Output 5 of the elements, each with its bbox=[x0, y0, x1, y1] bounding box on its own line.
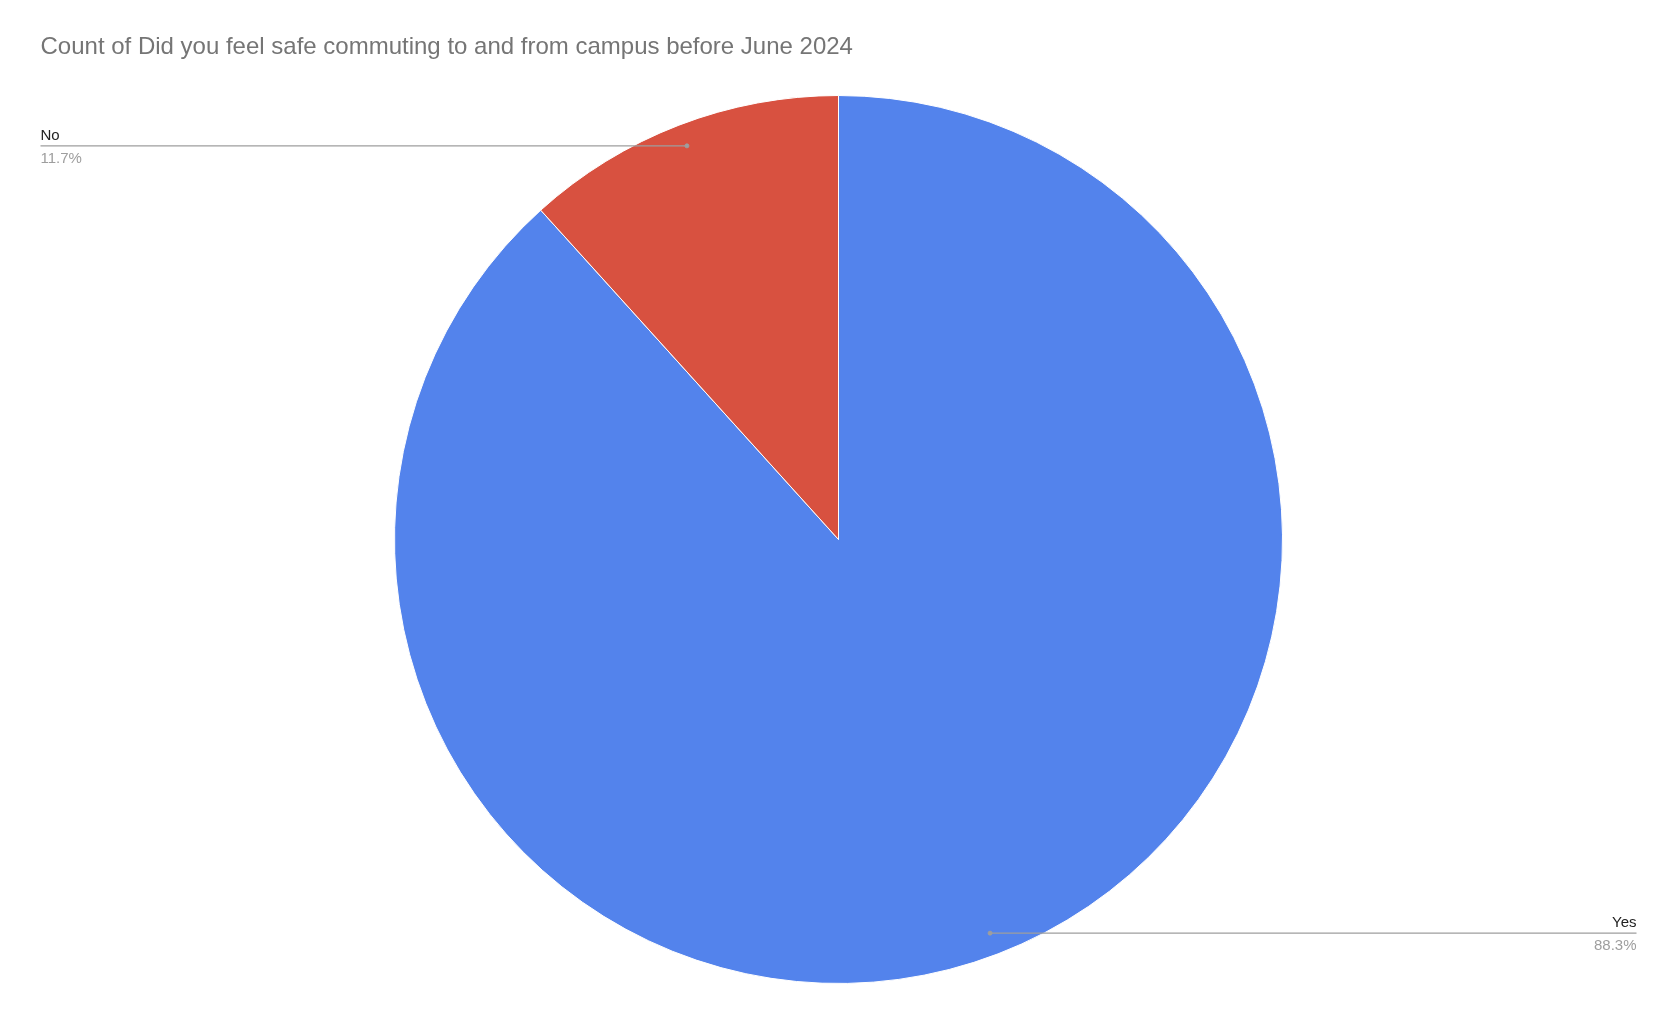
slice-label: Yes bbox=[1612, 913, 1637, 931]
data-label: 88.3% bbox=[1593, 936, 1637, 954]
chart-title: Count of Did you feel safe commuting to and from campus before June 2024 bbox=[40, 31, 853, 59]
slice-label: No bbox=[40, 125, 60, 143]
data-label: 11.7% bbox=[40, 148, 82, 166]
